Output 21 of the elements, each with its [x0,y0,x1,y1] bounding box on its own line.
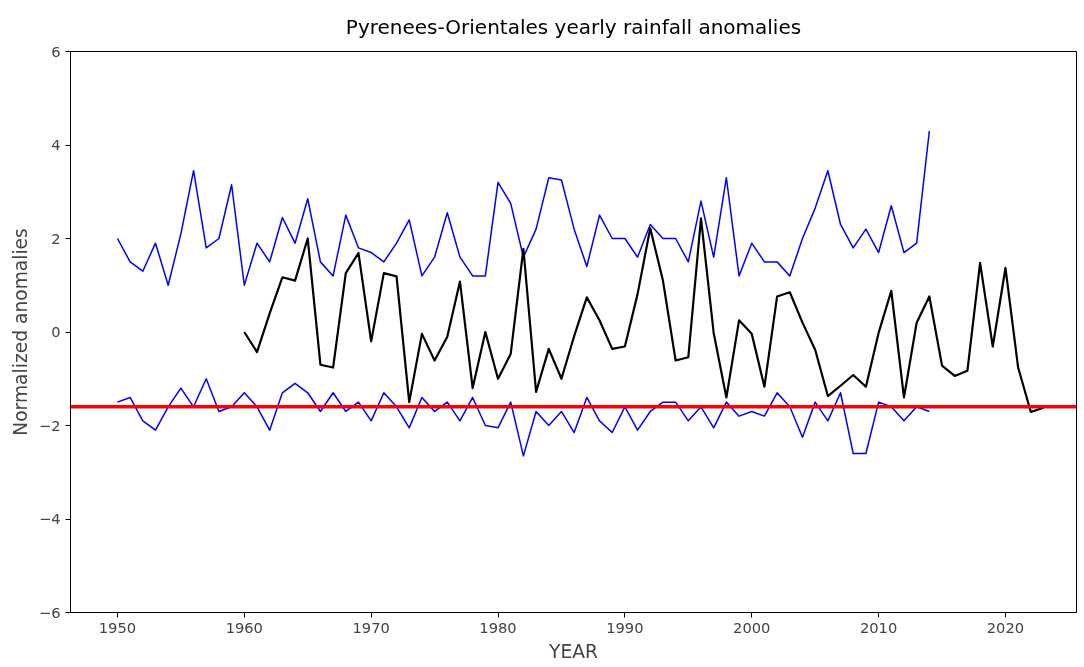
x-tick-label: 1980 [479,618,517,636]
line-series [116,130,931,286]
y-tick-label: 0 [51,323,61,340]
y-tick-label: −4 [38,510,61,527]
chart-title: Pyrenees-Orientales yearly rainfall anomalies [345,15,802,39]
y-tick-label: 2 [51,229,61,247]
y-tick-label: −2 [38,416,61,434]
y-tick-label: 6 [51,42,61,60]
y-tick-label: 4 [51,136,61,153]
x-tick-label: 2020 [986,618,1025,636]
y-tick-label: −6 [38,603,61,621]
x-axis-title: YEAR [548,640,598,662]
x-tick-label: 2000 [733,618,771,636]
y-axis-title: Normalized anomalies [9,228,31,436]
x-tick-label: 1950 [98,618,137,636]
x-tick-label: 1990 [606,618,644,636]
x-tick-label: 1970 [352,618,390,636]
line-series [243,217,1045,414]
x-tick-label: 2010 [859,618,898,636]
x-tick-label: 1960 [225,618,263,636]
line-series [116,378,931,457]
